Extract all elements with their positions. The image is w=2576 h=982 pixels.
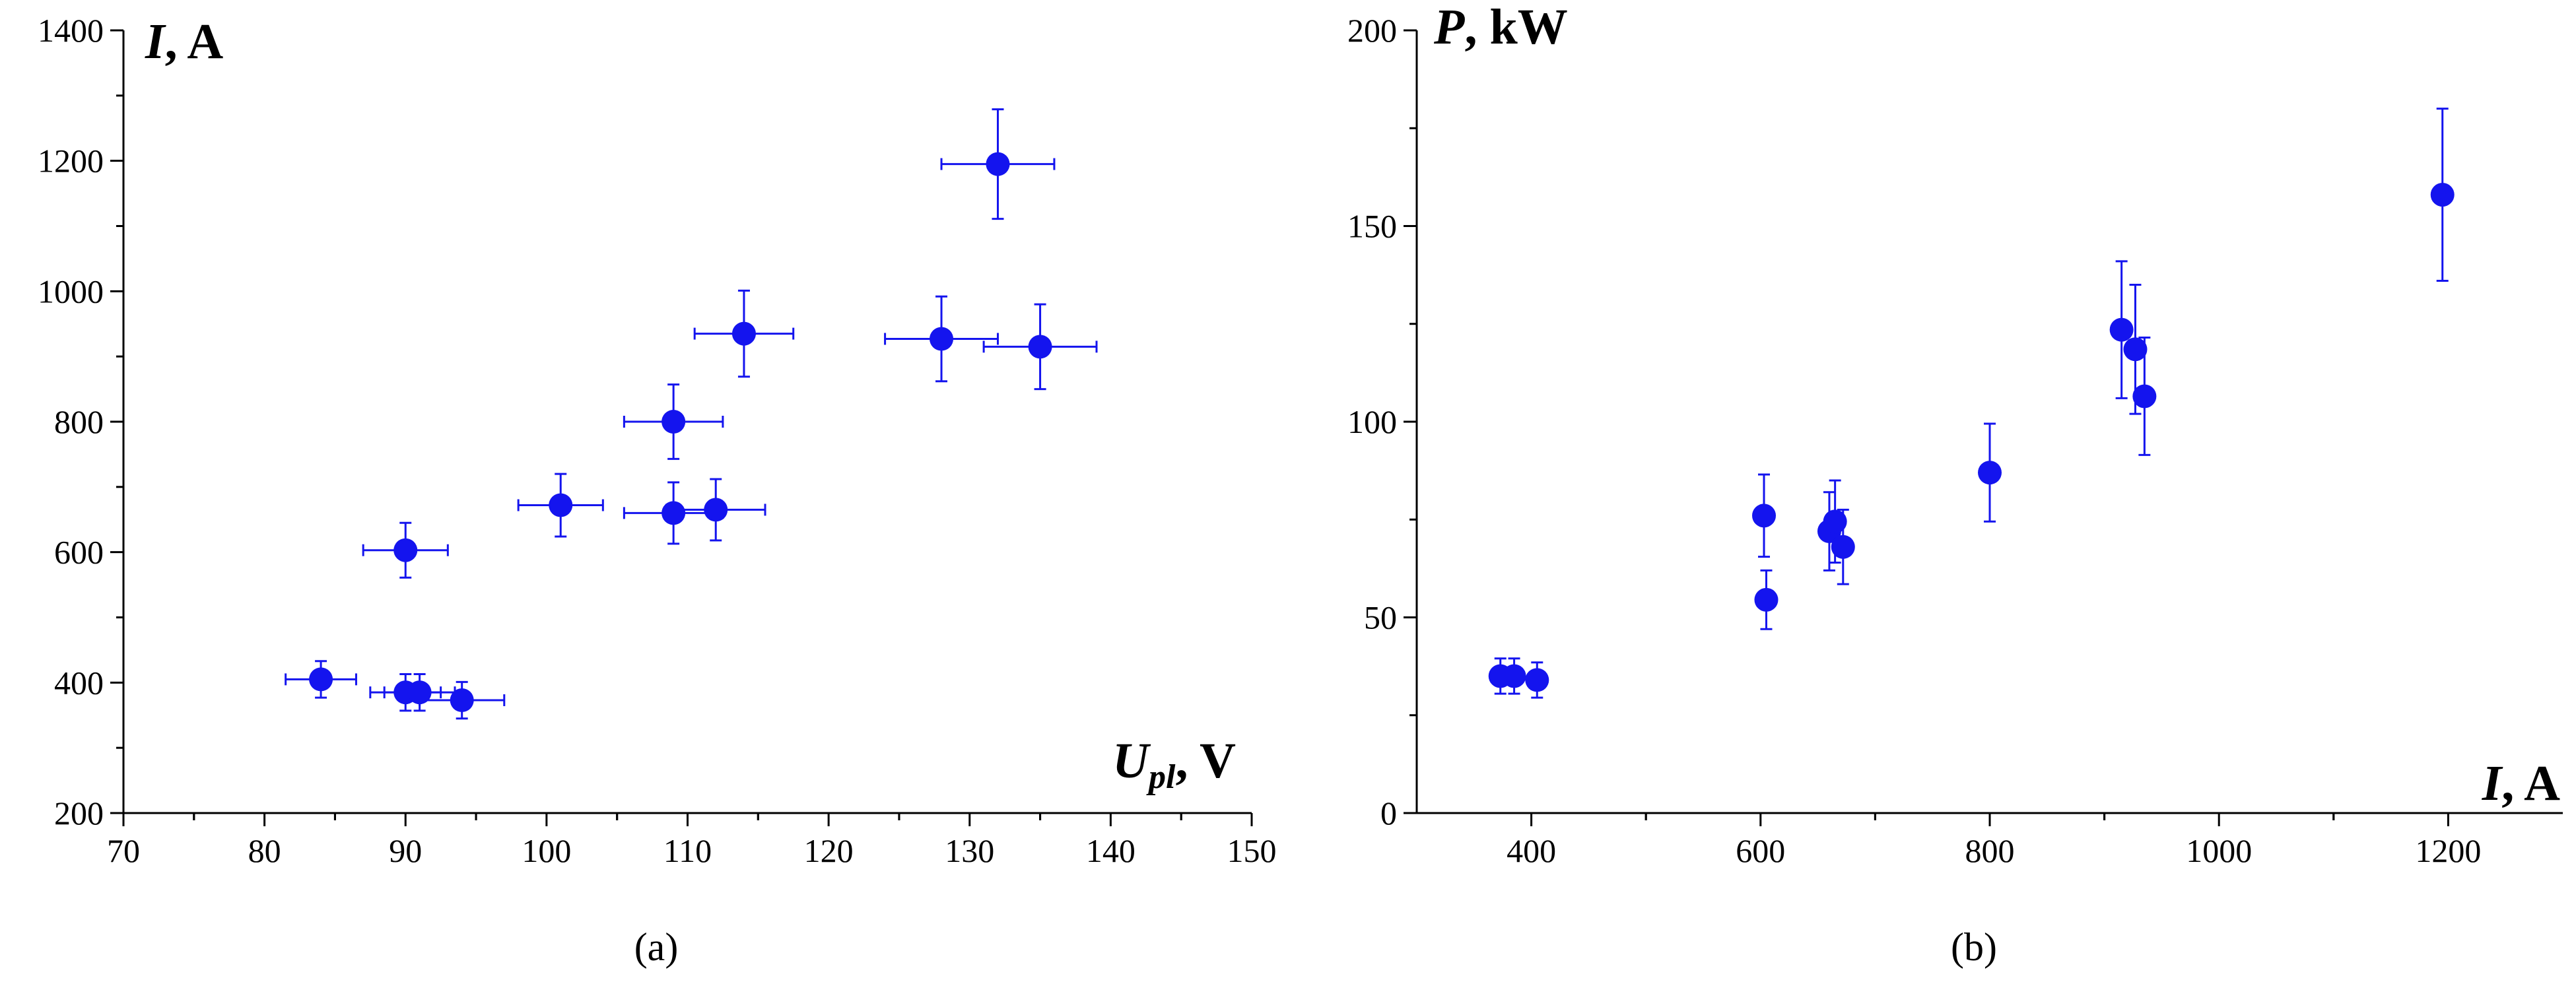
panel-b-data-point (2109, 260, 2134, 399)
panel-b-x-axis-symbol: I (2482, 756, 2503, 811)
panel-a-x-tick-label: 140 (1086, 832, 1135, 869)
panel-b-y-tick-label: 50 (1364, 599, 1397, 636)
panel-b-caption: (b) (1951, 925, 1997, 969)
panel-b-data-point (1752, 473, 1777, 558)
panel-a-data-point (362, 521, 449, 579)
panel-b-x-tick-label: 1000 (2186, 832, 2252, 869)
panel-a-data-point (623, 383, 724, 460)
panel-a-data-point (383, 672, 456, 712)
scatter-marker (986, 152, 1010, 176)
panel-b-y-tick-label: 200 (1347, 12, 1397, 49)
panel-a-x-tick-label: 80 (248, 832, 281, 869)
scatter-marker (1754, 587, 1779, 612)
scatter-marker (1978, 461, 2002, 485)
panel-a-x-tick-label: 120 (804, 832, 854, 869)
panel-b-x-tick-label: 400 (1507, 832, 1556, 869)
panel-b-x-tick-label: 800 (1965, 832, 2015, 869)
panel-a-x-tick-label: 70 (107, 832, 140, 869)
scatter-marker (661, 501, 686, 525)
scatter-marker (1525, 668, 1549, 692)
panel-a: 70 80 90 100 110 120 130 140 150 200 400 600 800 1000… (38, 12, 1277, 969)
panel-b-ticks: 400 600 800 1000 1200 0 50 100 150 200 (1347, 12, 2481, 869)
panel-a-data-points (285, 108, 1098, 720)
panel-b-x-tick-label: 600 (1736, 832, 1785, 869)
panel-a-y-axis-unit: , A (165, 14, 224, 69)
scatter-marker (1752, 504, 1777, 528)
panel-a-x-axis-unit: , V (1175, 733, 1236, 789)
scatter-marker (393, 538, 418, 562)
panel-b-x-axis-unit: , A (2501, 756, 2560, 811)
panel-a-x-tick-label: 110 (663, 832, 712, 869)
panel-b-y-tick-label: 100 (1347, 403, 1397, 440)
panel-a-data-point (665, 478, 766, 542)
scatter-marker (407, 680, 432, 705)
panel-a-data-point (517, 473, 604, 538)
panel-a-x-tick-label: 150 (1227, 832, 1277, 869)
panel-a-y-tick-label: 400 (54, 664, 104, 701)
panel-a-x-axis-title: Upl, V (1112, 733, 1236, 796)
panel-a-x-tick-label: 90 (389, 832, 422, 869)
panel-a-data-point (940, 108, 1056, 220)
scatter-marker (1831, 535, 1855, 559)
scatter-marker (549, 493, 573, 517)
panel-a-data-point (693, 289, 795, 378)
panel-b-data-point (1831, 508, 1855, 585)
panel-b-x-axis-title: I, A (2482, 756, 2560, 811)
panel-b-y-axis-symbol: P (1433, 0, 1465, 55)
panel-a-data-point (285, 660, 357, 699)
panel-b-data-point (1978, 422, 2002, 523)
scatter-marker (2123, 337, 2148, 362)
scatter-marker (2430, 183, 2455, 207)
scatter-marker (704, 498, 728, 522)
panel-a-x-tick-label: 100 (522, 832, 571, 869)
panel-b-data-point (1754, 569, 1779, 630)
panel-a-caption: (a) (634, 925, 679, 969)
panel-b-data-points (1488, 108, 2455, 699)
panel-a-data-point (982, 303, 1098, 391)
scatter-marker (930, 327, 954, 351)
panel-a-y-tick-label: 1000 (38, 273, 104, 310)
scatter-marker (309, 667, 333, 692)
panel-a-ticks: 70 80 90 100 110 120 130 140 150 200 400 600 800 1000… (38, 12, 1277, 869)
panel-b: 400 600 800 1000 1200 0 50 100 150 200 P, kW I, A… (1347, 0, 2563, 969)
panel-b-data-point (1502, 657, 1526, 695)
scatter-marker (1502, 664, 1526, 688)
panel-a-y-axis-symbol: I (145, 14, 166, 69)
scatter-marker (2109, 317, 2134, 342)
scatter-marker (661, 410, 686, 434)
panel-b-data-point (2430, 108, 2455, 282)
panel-a-x-tick-label: 130 (945, 832, 994, 869)
panel-b-x-tick-label: 1200 (2415, 832, 2481, 869)
scatter-marker (450, 688, 474, 713)
scatter-marker (2132, 384, 2157, 409)
panel-a-data-point (884, 295, 999, 383)
scatter-marker (1028, 335, 1052, 359)
panel-b-data-point (2132, 337, 2157, 456)
panel-b-y-axis-unit: , kW (1464, 0, 1567, 55)
panel-a-y-tick-label: 1200 (38, 143, 104, 180)
panel-b-y-tick-label: 150 (1347, 208, 1397, 245)
panel-a-y-tick-label: 200 (54, 795, 104, 832)
panel-a-x-axis-subscript: pl (1146, 758, 1176, 796)
scatter-marker (731, 321, 756, 346)
panel-a-x-axis-symbol: U (1112, 733, 1151, 789)
scatter-marker (1823, 509, 1847, 534)
panel-a-y-tick-label: 800 (54, 403, 104, 440)
panel-a-y-axis-title: I, A (145, 14, 223, 69)
panel-a-y-tick-label: 600 (54, 534, 104, 571)
panel-b-y-tick-label: 0 (1380, 795, 1397, 832)
panel-a-y-tick-label: 1400 (38, 12, 104, 49)
panel-b-y-axis-title: P, kW (1433, 0, 1568, 55)
panel-b-data-point (1525, 661, 1549, 699)
panel-a-data-point (419, 680, 506, 720)
